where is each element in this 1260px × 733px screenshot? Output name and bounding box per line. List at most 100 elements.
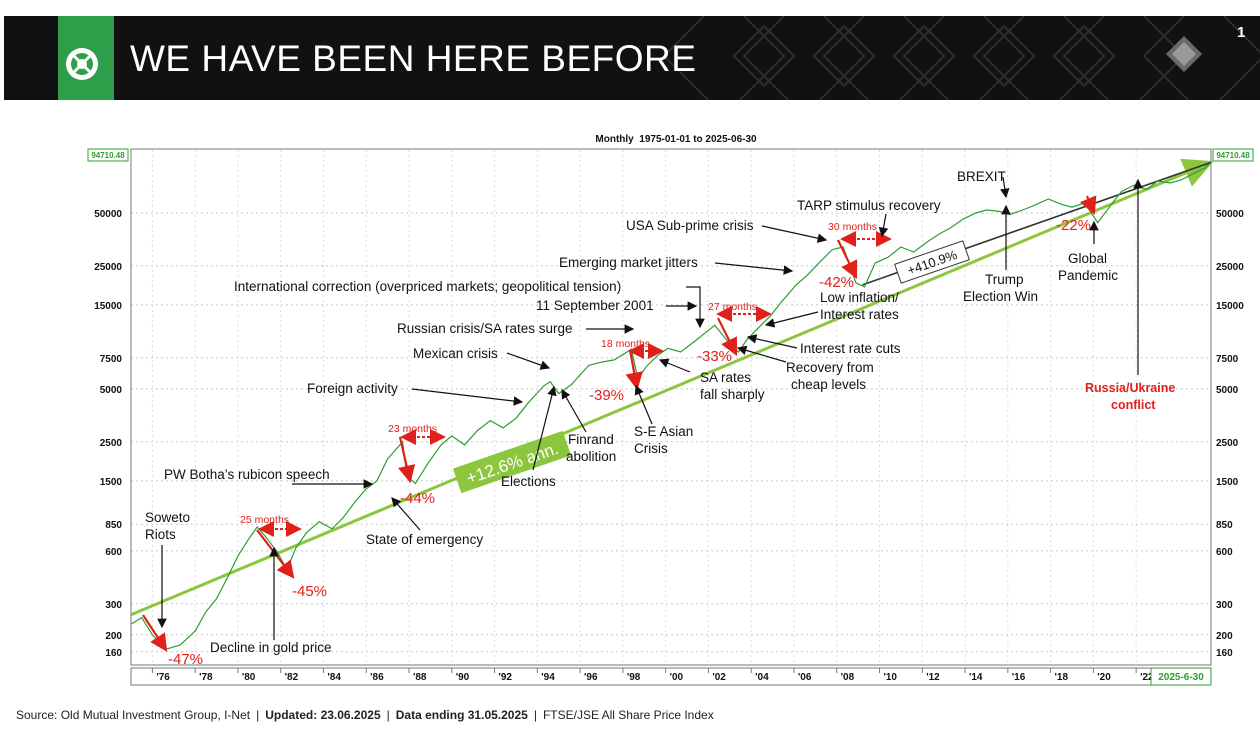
trend-line-12-6 — [130, 158, 1214, 617]
x-tick-label: '12 — [926, 672, 940, 683]
annotation: SA rates — [700, 370, 751, 385]
y-tick-label: 2500 — [100, 438, 123, 449]
x-tick-label: '96 — [584, 672, 598, 683]
x-tick-label: '00 — [670, 672, 684, 683]
y-tick-label: 850 — [105, 520, 122, 531]
y-tick-label: 200 — [105, 631, 122, 642]
annotation-arrows — [157, 176, 1143, 640]
y-tick-label: 200 — [1216, 631, 1233, 642]
drawdown-label: -22% — [1056, 217, 1091, 234]
annotation: Russia/Ukraine — [1085, 381, 1175, 395]
annotation: cheap levels — [791, 377, 866, 392]
annotation: International correction (overpriced mar… — [234, 279, 621, 294]
end-date-box — [1150, 667, 1212, 686]
annotation: Low inflation/ — [820, 290, 899, 305]
y-tick-label: 160 — [1216, 648, 1233, 659]
page-number: 1 — [1237, 24, 1246, 41]
annotation: State of emergency — [366, 532, 483, 547]
x-tick-label: '94 — [541, 672, 555, 683]
x-tick-label: '18 — [1055, 672, 1069, 683]
plot-frame — [130, 148, 1212, 666]
x-tick-label: '98 — [627, 672, 641, 683]
trend-label-410-9: +410.9% — [894, 240, 970, 284]
x-tick-label: '06 — [798, 672, 812, 683]
annotation: Trump — [985, 272, 1024, 287]
footer-data-ending: Data ending 31.05.2025 — [395, 708, 528, 722]
y-axis-right: 160 200 300 600 850 1500 2500 5000 7500 15000 2500… — [1216, 209, 1244, 659]
x-tick-label: '02 — [712, 672, 726, 683]
annotation: PW Botha’s rubicon speech — [164, 467, 330, 482]
x-tick-label: '76 — [156, 672, 170, 683]
y-tick-label: 1500 — [1216, 477, 1239, 488]
x-tick-label: '92 — [498, 672, 512, 683]
old-mutual-logo — [58, 16, 114, 100]
y-axis-left: 160 200 300 600 850 1500 2500 5000 7500 15000 2500… — [94, 209, 122, 659]
drawdown-duration: 27 months — [708, 301, 757, 313]
y-tick-label: 7500 — [1216, 354, 1239, 365]
annotation: Interest rate cuts — [800, 341, 901, 356]
y-tick-label: 600 — [1216, 547, 1233, 558]
x-tick-label: '78 — [199, 672, 213, 683]
drawdown-label: -47% — [168, 651, 203, 668]
end-date-label: 2025-6-30 — [1158, 672, 1204, 683]
y-tick-label: 300 — [1216, 600, 1233, 611]
slide-title: WE HAVE BEEN HERE BEFORE — [130, 38, 697, 79]
x-tick-label: '88 — [413, 672, 427, 683]
x-tick-label: '22 — [1140, 672, 1154, 683]
annotation: Decline in gold price — [210, 640, 332, 655]
y-tick-label: 25000 — [1216, 262, 1244, 273]
annotation: conflict — [1111, 398, 1156, 412]
annotation: Russian crisis/SA rates surge — [397, 321, 573, 336]
y-tick-label: 5000 — [100, 385, 123, 396]
annotation: Global — [1068, 251, 1107, 266]
annotation: Crisis — [634, 441, 668, 456]
annotation: Election Win — [963, 289, 1038, 304]
last-value-right: 94710.48 — [1212, 148, 1254, 162]
annotation: Finrand — [568, 432, 614, 447]
drawdown-label: -39% — [589, 387, 624, 404]
annotation: Emerging market jitters — [559, 255, 698, 270]
annotation: S-E Asian — [634, 424, 693, 439]
footer-source-text: Source: Old Mutual Investment Group, I-N… — [16, 708, 251, 722]
drawdown-duration: 23 months — [388, 423, 437, 435]
drawdown-duration: 30 months — [828, 221, 877, 233]
x-tick-label: '20 — [1097, 672, 1111, 683]
svg-text:94710.48: 94710.48 — [91, 151, 125, 160]
annotation: Elections — [501, 474, 556, 489]
y-tick-label: 25000 — [94, 262, 122, 273]
x-tick-label: '80 — [242, 672, 256, 683]
header-diamond-pattern — [662, 16, 1260, 100]
y-tick-label: 1500 — [100, 477, 123, 488]
footer-updated: Updated: 23.06.2025 — [265, 708, 381, 722]
y-tick-label: 15000 — [94, 301, 122, 312]
x-tick-label: '86 — [370, 672, 384, 683]
annotation: Recovery from — [786, 360, 874, 375]
drawdown-label: -45% — [292, 583, 327, 600]
x-tick-label: '84 — [327, 672, 341, 683]
y-tick-label: 600 — [105, 547, 122, 558]
x-tick-label: '10 — [883, 672, 897, 683]
footer-index: FTSE/JSE All Share Price Index — [542, 708, 714, 722]
annotation: 11 September 2001 — [536, 298, 654, 313]
x-tick-label: '14 — [969, 672, 983, 683]
x-tick-label: '90 — [456, 672, 470, 683]
last-value-left: 94710.48 — [87, 148, 129, 162]
svg-text:94710.48: 94710.48 — [1216, 151, 1250, 160]
x-axis: '76 '78 '80 '82 '84 '86 '88 '90 '92 '94 '96 '98 '00 '… — [130, 667, 1212, 686]
annotation: BREXIT — [957, 169, 1006, 184]
drawdown-duration: 25 months — [240, 514, 289, 526]
y-tick-label: 850 — [1216, 520, 1233, 531]
annotation: Soweto — [145, 510, 190, 525]
drawdown-labels: -47% -45% -44% -39% -33% -42% -22% 25 mo… — [168, 217, 1091, 668]
header-diamond-icon — [1166, 36, 1202, 72]
y-tick-label: 2500 — [1216, 438, 1239, 449]
annotation-labels: Soweto Riots Decline in gold price PW Bo… — [145, 169, 1175, 655]
chart-title: Monthly 1975-01-01 to 2025-06-30 — [595, 134, 757, 145]
drawdown-duration: 18 months — [601, 338, 650, 350]
drawdown-label: -33% — [697, 348, 732, 365]
x-tick-label: '04 — [755, 672, 769, 683]
drawdown-label: -44% — [400, 490, 435, 507]
drawdown-label: -42% — [819, 274, 854, 291]
slide-header: WE HAVE BEEN HERE BEFORE 1 — [4, 16, 1260, 100]
